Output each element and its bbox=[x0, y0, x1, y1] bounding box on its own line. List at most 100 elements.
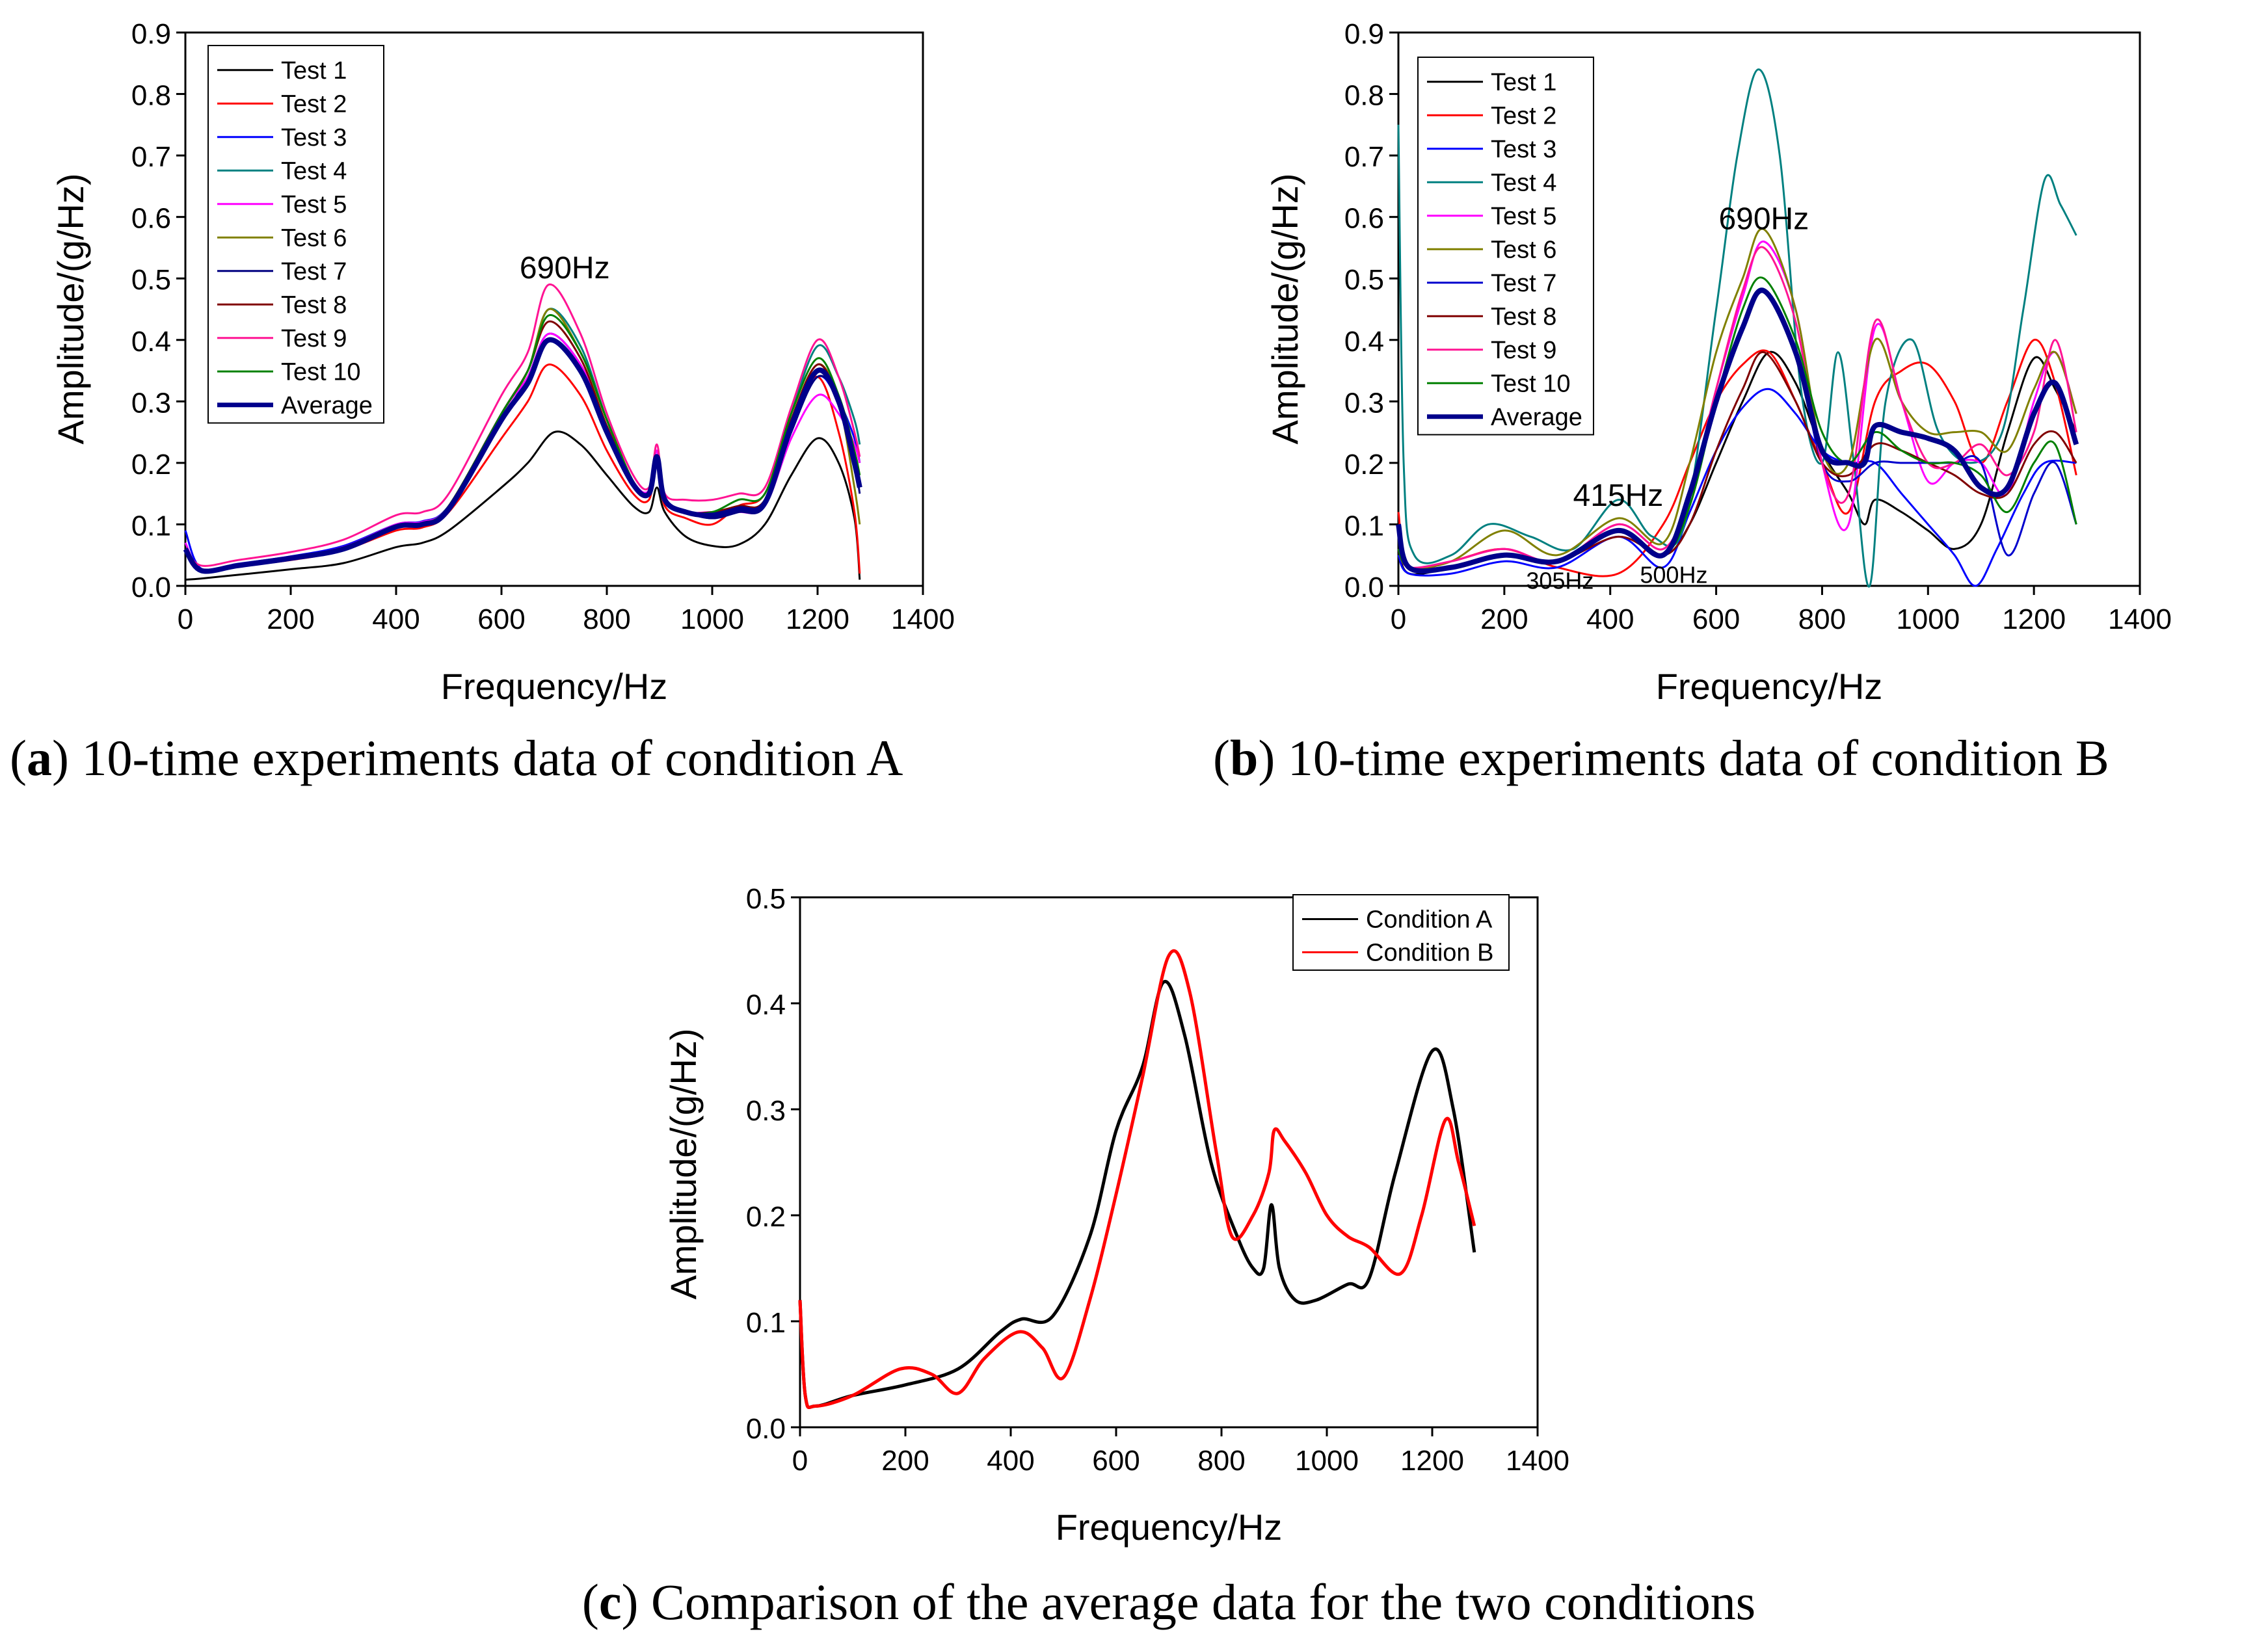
peak-annotation: 690Hz bbox=[520, 251, 610, 285]
caption-c: (c) Comparison of the average data for t… bbox=[582, 1574, 1755, 1630]
x-axis: 0 200 400 600 800 1000 1200 1400 bbox=[792, 1427, 1569, 1477]
y-tick-label: 0.5 bbox=[746, 883, 786, 915]
y-tick-label: 0.7 bbox=[131, 141, 171, 173]
annotation-layer: 690Hz 415Hz 305Hz 500Hz bbox=[1526, 202, 1809, 594]
legend-label: Test 10 bbox=[1491, 370, 1571, 397]
y-tick-label: 0.4 bbox=[746, 989, 786, 1021]
y-axis: 0.0 0.1 0.2 0.3 0.4 0.5 0.6 0.7 0.8 0.9 bbox=[131, 18, 185, 603]
y-tick-label: 0.1 bbox=[746, 1307, 786, 1339]
x-tick-label: 0 bbox=[178, 603, 193, 635]
legend-label: Test 9 bbox=[281, 325, 347, 352]
legend-label: Test 7 bbox=[281, 258, 347, 285]
series-layer bbox=[798, 949, 1476, 1409]
caption-letter: c bbox=[599, 1574, 622, 1630]
x-tick-label: 200 bbox=[267, 603, 314, 635]
y-tick-label: 0.1 bbox=[1344, 510, 1384, 542]
x-tick-label: 0 bbox=[792, 1445, 808, 1477]
panel-c: 0.0 0.1 0.2 0.3 0.4 0.5 0 200 400 600 800 1000 1200… bbox=[582, 883, 1755, 1630]
caption-text: Comparison of the average data for the t… bbox=[651, 1574, 1755, 1630]
x-tick-label: 400 bbox=[987, 1445, 1034, 1477]
x-tick-label: 800 bbox=[1197, 1445, 1245, 1477]
legend-label: Average bbox=[281, 392, 373, 419]
legend-label: Test 2 bbox=[1491, 102, 1556, 129]
x-axis-label: Frequency/Hz bbox=[441, 666, 668, 707]
series-layer bbox=[1396, 68, 2079, 588]
y-tick-label: 0.8 bbox=[131, 80, 171, 112]
legend-label: Test 3 bbox=[1491, 136, 1556, 163]
x-tick-label: 1200 bbox=[786, 603, 849, 635]
x-tick-label: 600 bbox=[1692, 603, 1740, 635]
y-tick-label: 0.5 bbox=[1344, 264, 1384, 296]
x-tick-label: 0 bbox=[1391, 603, 1406, 635]
legend-label: Test 9 bbox=[1491, 337, 1556, 364]
plot-frame bbox=[184, 31, 924, 587]
legend-label: Test 3 bbox=[281, 124, 347, 152]
series-line-test-6 bbox=[1397, 228, 2077, 570]
peak-annotation: 500Hz bbox=[1640, 561, 1707, 588]
x-tick-label: 800 bbox=[583, 603, 630, 635]
series-line-average bbox=[1396, 287, 2079, 574]
y-tick-label: 0.9 bbox=[131, 18, 171, 50]
legend: Test 1 Test 2 Test 3 Test 4 Test 5 Test 6 Test… bbox=[1417, 57, 1594, 436]
y-tick-label: 0.2 bbox=[131, 449, 171, 481]
x-tick-label: 1200 bbox=[2002, 603, 2066, 635]
legend-label: Test 10 bbox=[281, 358, 361, 386]
panel-b: 0.0 0.1 0.2 0.3 0.4 0.5 0.6 0.7 0.8 0.9 0 200 400 60… bbox=[1213, 18, 2172, 786]
y-tick-label: 0.0 bbox=[131, 572, 171, 603]
series-line-test-1 bbox=[185, 430, 861, 581]
legend-label: Test 8 bbox=[281, 291, 347, 319]
x-axis-label: Frequency/Hz bbox=[1656, 666, 1883, 707]
series-line-condition-b bbox=[798, 949, 1476, 1409]
caption-letter: a bbox=[27, 730, 52, 786]
y-tick-label: 0.5 bbox=[131, 264, 171, 296]
y-tick-label: 0.4 bbox=[131, 326, 171, 358]
y-tick-label: 0.6 bbox=[1344, 203, 1384, 235]
legend-label: Condition A bbox=[1366, 906, 1493, 934]
caption-text: 10-time experiments data of condition B bbox=[1288, 730, 2109, 786]
x-tick-label: 400 bbox=[1586, 603, 1634, 635]
x-tick-label: 400 bbox=[372, 603, 420, 635]
series-line-test-4 bbox=[1397, 68, 2077, 588]
plot-frame bbox=[799, 896, 1539, 1429]
x-tick-label: 200 bbox=[881, 1445, 929, 1477]
legend-label: Test 1 bbox=[1491, 69, 1556, 96]
y-tick-label: 0.7 bbox=[1344, 141, 1384, 173]
peak-annotation: 305Hz bbox=[1526, 568, 1594, 594]
x-tick-label: 1400 bbox=[891, 603, 955, 635]
legend-label: Test 4 bbox=[1491, 169, 1556, 196]
x-tick-label: 600 bbox=[1092, 1445, 1140, 1477]
x-tick-label: 1000 bbox=[1896, 603, 1960, 635]
y-tick-label: 0.3 bbox=[1344, 387, 1384, 419]
legend-label: Test 6 bbox=[1491, 236, 1556, 263]
peak-annotation: 415Hz bbox=[1573, 479, 1664, 513]
y-axis: 0.0 0.1 0.2 0.3 0.4 0.5 0.6 0.7 0.8 0.9 bbox=[1344, 18, 1398, 603]
series-line-average bbox=[183, 337, 862, 574]
legend-label: Test 7 bbox=[1491, 270, 1556, 297]
legend: Condition A Condition B bbox=[1292, 894, 1510, 971]
legend-box bbox=[1292, 894, 1510, 971]
x-tick-label: 1400 bbox=[2108, 603, 2172, 635]
y-axis-label: Amplitude/(g/Hz) bbox=[663, 1028, 704, 1299]
y-tick-label: 0.0 bbox=[1344, 572, 1384, 603]
series-line-test-3 bbox=[1397, 388, 2077, 587]
legend-label: Test 1 bbox=[281, 57, 347, 85]
legend-label: Condition B bbox=[1366, 940, 1493, 967]
series-layer bbox=[183, 284, 862, 581]
peak-annotation: 690Hz bbox=[1718, 202, 1809, 237]
annotation-layer: 690Hz bbox=[520, 251, 610, 285]
legend-label: Average bbox=[1491, 404, 1582, 431]
x-axis: 0 200 400 600 800 1000 1200 1400 bbox=[1391, 586, 2172, 635]
caption-text: 10-time experiments data of condition A bbox=[81, 730, 903, 786]
series-line-test-9 bbox=[184, 284, 861, 567]
legend: Test 1 Test 2 Test 3 Test 4 Test 5 Test 6 Test… bbox=[207, 45, 384, 424]
legend-label: Test 6 bbox=[281, 224, 347, 252]
x-axis-label: Frequency/Hz bbox=[1056, 1507, 1283, 1548]
y-tick-label: 0.3 bbox=[746, 1095, 786, 1127]
caption-letter: b bbox=[1230, 730, 1258, 786]
x-tick-label: 1400 bbox=[1506, 1445, 1569, 1477]
legend-box bbox=[207, 45, 384, 424]
y-tick-label: 0.8 bbox=[1344, 80, 1384, 112]
y-tick-label: 0.6 bbox=[131, 203, 171, 235]
caption-a: (a) 10-time experiments data of conditio… bbox=[10, 730, 903, 786]
